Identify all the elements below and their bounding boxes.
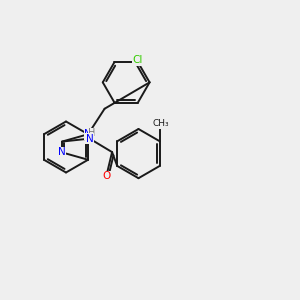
Text: Cl: Cl [133,55,143,65]
Text: N: N [84,129,92,139]
Text: O: O [103,171,111,181]
Text: H: H [88,128,96,138]
Text: N: N [86,134,94,144]
Text: CH₃: CH₃ [153,119,169,128]
Text: N: N [58,147,66,158]
